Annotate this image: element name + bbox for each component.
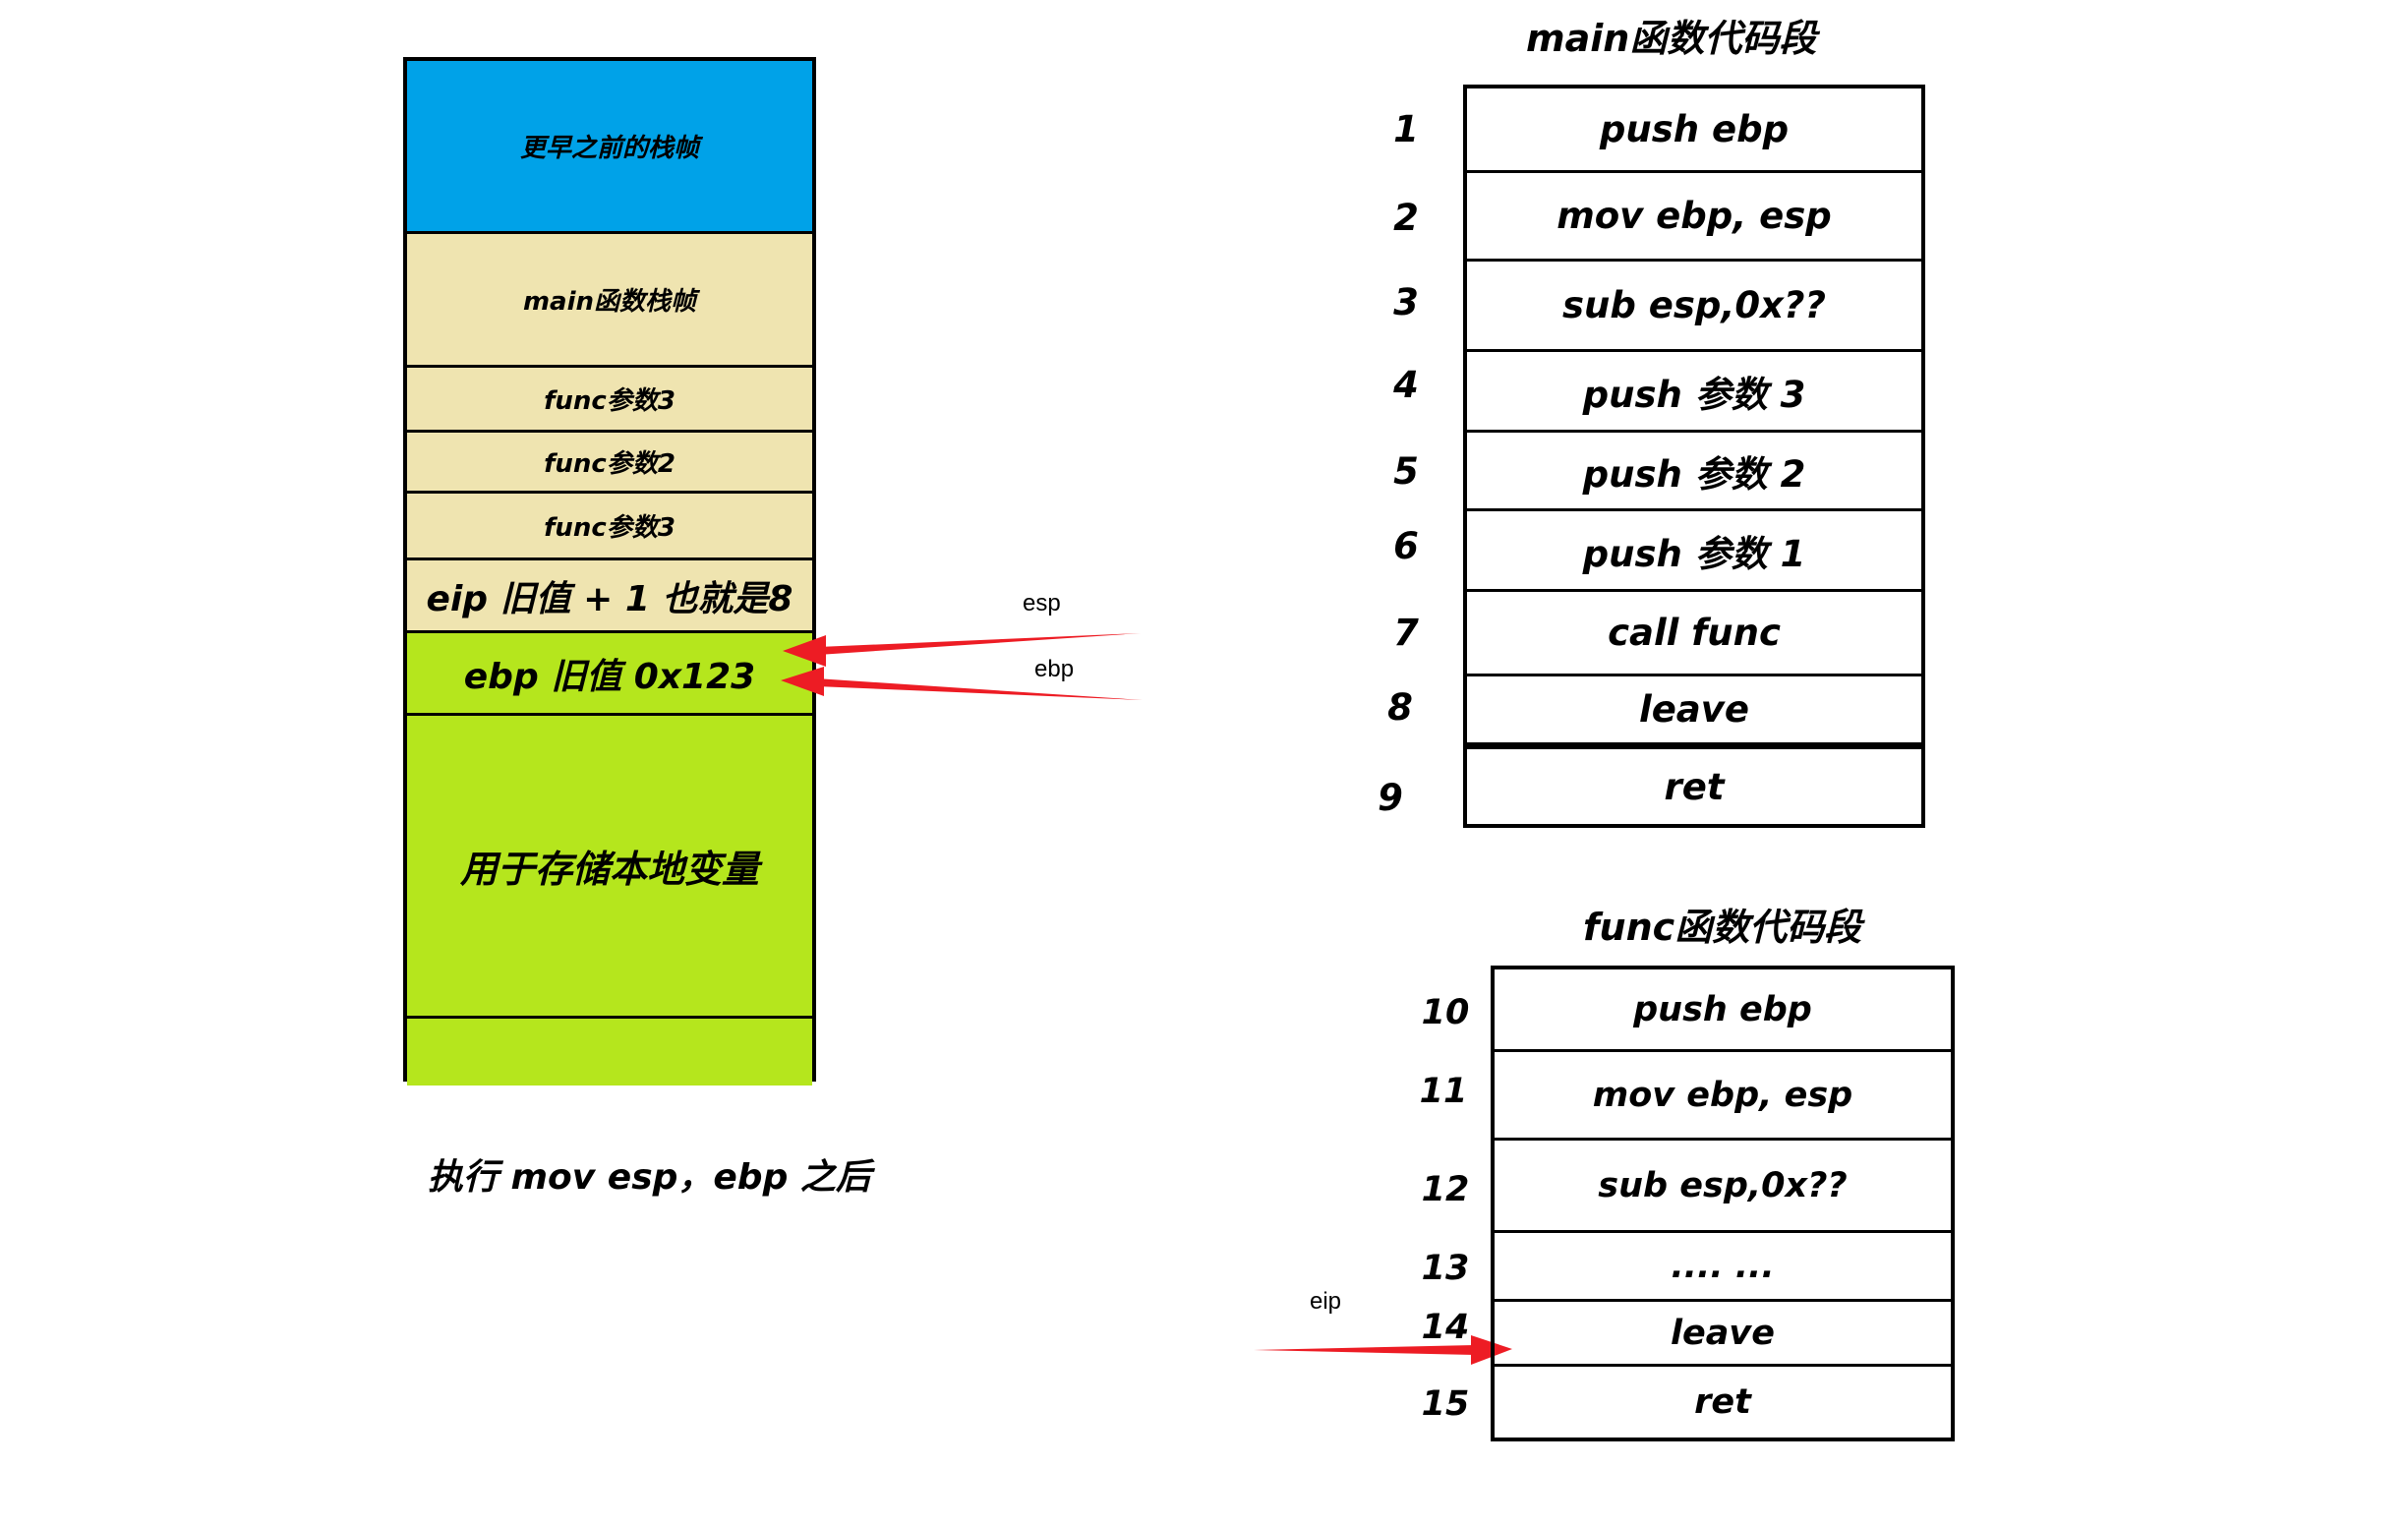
instruction-text: sub esp,0x?? bbox=[1562, 284, 1826, 326]
func-code-row-13: .... ... bbox=[1495, 1233, 1951, 1302]
main-code-title: main函数代码段 bbox=[1526, 17, 1817, 60]
instruction-text: push ebp bbox=[1633, 989, 1812, 1029]
main-code-row-1: push ebp bbox=[1467, 88, 1921, 173]
line-number: 15 bbox=[1421, 1384, 1470, 1424]
stack-segment-local-vars: 用于存储本地变量 bbox=[407, 716, 812, 1019]
instruction-text: push 参数 2 bbox=[1582, 452, 1806, 496]
line-number: 11 bbox=[1419, 1072, 1468, 1111]
main-code-row-6: push 参数 1 bbox=[1467, 511, 1921, 592]
instruction-text: call func bbox=[1608, 612, 1781, 654]
func-code-row-12: sub esp,0x?? bbox=[1495, 1141, 1951, 1233]
stack-segment-func-arg-c: func参数3 bbox=[407, 494, 812, 560]
ebp-pointer-label: ebp bbox=[1034, 656, 1075, 682]
main-code-row-9: ret bbox=[1467, 749, 1921, 824]
esp-arrow-shaft bbox=[818, 633, 1141, 655]
instruction-text: leave bbox=[1671, 1313, 1775, 1353]
ebp-arrow-shaft bbox=[816, 678, 1143, 700]
instruction-text: ret bbox=[1664, 765, 1725, 808]
stack-segment-label: eip 旧值 + 1 也就是8 bbox=[426, 578, 793, 619]
main-code-row-2: mov ebp, esp bbox=[1467, 173, 1921, 262]
instruction-text: push ebp bbox=[1599, 108, 1790, 150]
stack-caption: 执行 mov esp，ebp 之后 bbox=[428, 1157, 871, 1198]
main-code-row-3: sub esp,0x?? bbox=[1467, 262, 1921, 352]
line-number: 7 bbox=[1393, 612, 1419, 654]
line-number: 5 bbox=[1393, 450, 1419, 493]
stack-segment-old-ebp: ebp 旧值 0x123 bbox=[407, 633, 812, 716]
line-number: 10 bbox=[1421, 993, 1470, 1032]
main-code-row-8: leave bbox=[1467, 676, 1921, 749]
func-code-title: func函数代码段 bbox=[1583, 906, 1862, 949]
stack-segment-func-arg-a: func参数3 bbox=[407, 368, 812, 433]
instruction-text: ret bbox=[1694, 1382, 1751, 1422]
main-code-row-5: push 参数 2 bbox=[1467, 433, 1921, 511]
line-number: 2 bbox=[1393, 197, 1419, 239]
stack-segment-label: ebp 旧值 0x123 bbox=[463, 656, 756, 697]
stack-segment-label: func参数2 bbox=[544, 449, 675, 479]
line-number: 3 bbox=[1393, 281, 1419, 323]
instruction-text: mov ebp, esp bbox=[1556, 195, 1832, 237]
eip-arrow-shaft bbox=[1254, 1345, 1475, 1355]
func-code-row-15: ret bbox=[1495, 1367, 1951, 1438]
line-number: 8 bbox=[1387, 686, 1413, 729]
instruction-text: mov ebp, esp bbox=[1592, 1075, 1853, 1115]
esp-arrow-head bbox=[783, 635, 826, 667]
stack-segment-func-arg-b: func参数2 bbox=[407, 433, 812, 494]
line-number: 1 bbox=[1393, 108, 1419, 150]
stack-segment-bottom bbox=[407, 1019, 812, 1086]
stack-segment-label: 用于存储本地变量 bbox=[459, 848, 759, 891]
func-code-table: push ebp mov ebp, esp sub esp,0x?? .... … bbox=[1491, 966, 1955, 1441]
line-number: 4 bbox=[1393, 364, 1419, 406]
func-code-row-14: leave bbox=[1495, 1302, 1951, 1367]
instruction-text: .... ... bbox=[1671, 1246, 1775, 1286]
main-code-row-4: push 参数 3 bbox=[1467, 352, 1921, 433]
instruction-text: push 参数 1 bbox=[1582, 532, 1806, 575]
stack-segment-old-eip: eip 旧值 + 1 也就是8 bbox=[407, 560, 812, 633]
stack-column: 更早之前的栈帧 main函数栈帧 func参数3 func参数2 func参数3… bbox=[403, 57, 816, 1086]
func-code-row-11: mov ebp, esp bbox=[1495, 1052, 1951, 1141]
instruction-text: sub esp,0x?? bbox=[1598, 1165, 1848, 1205]
stack-segment-label: 更早之前的栈帧 bbox=[519, 134, 699, 163]
stack-segment-main-frame: main函数栈帧 bbox=[407, 234, 812, 368]
ebp-arrow-head bbox=[781, 667, 824, 696]
stack-segment-label: func参数3 bbox=[544, 513, 675, 543]
main-code-table: push ebp mov ebp, esp sub esp,0x?? push … bbox=[1463, 85, 1925, 828]
instruction-text: push 参数 3 bbox=[1582, 373, 1806, 416]
line-number: 12 bbox=[1421, 1170, 1470, 1209]
func-code-row-10: push ebp bbox=[1495, 969, 1951, 1052]
stack-segment-label: func参数3 bbox=[544, 386, 675, 416]
instruction-text: leave bbox=[1639, 688, 1749, 731]
main-code-row-7: call func bbox=[1467, 592, 1921, 676]
eip-pointer-label: eip bbox=[1310, 1288, 1342, 1315]
line-number: 9 bbox=[1378, 777, 1403, 819]
stack-segment-earlier-frames: 更早之前的栈帧 bbox=[407, 61, 812, 234]
stack-segment-label: main函数栈帧 bbox=[522, 287, 697, 317]
line-number: 13 bbox=[1421, 1249, 1470, 1288]
esp-pointer-label: esp bbox=[1023, 590, 1061, 616]
line-number: 14 bbox=[1421, 1308, 1470, 1347]
line-number: 6 bbox=[1393, 525, 1419, 567]
